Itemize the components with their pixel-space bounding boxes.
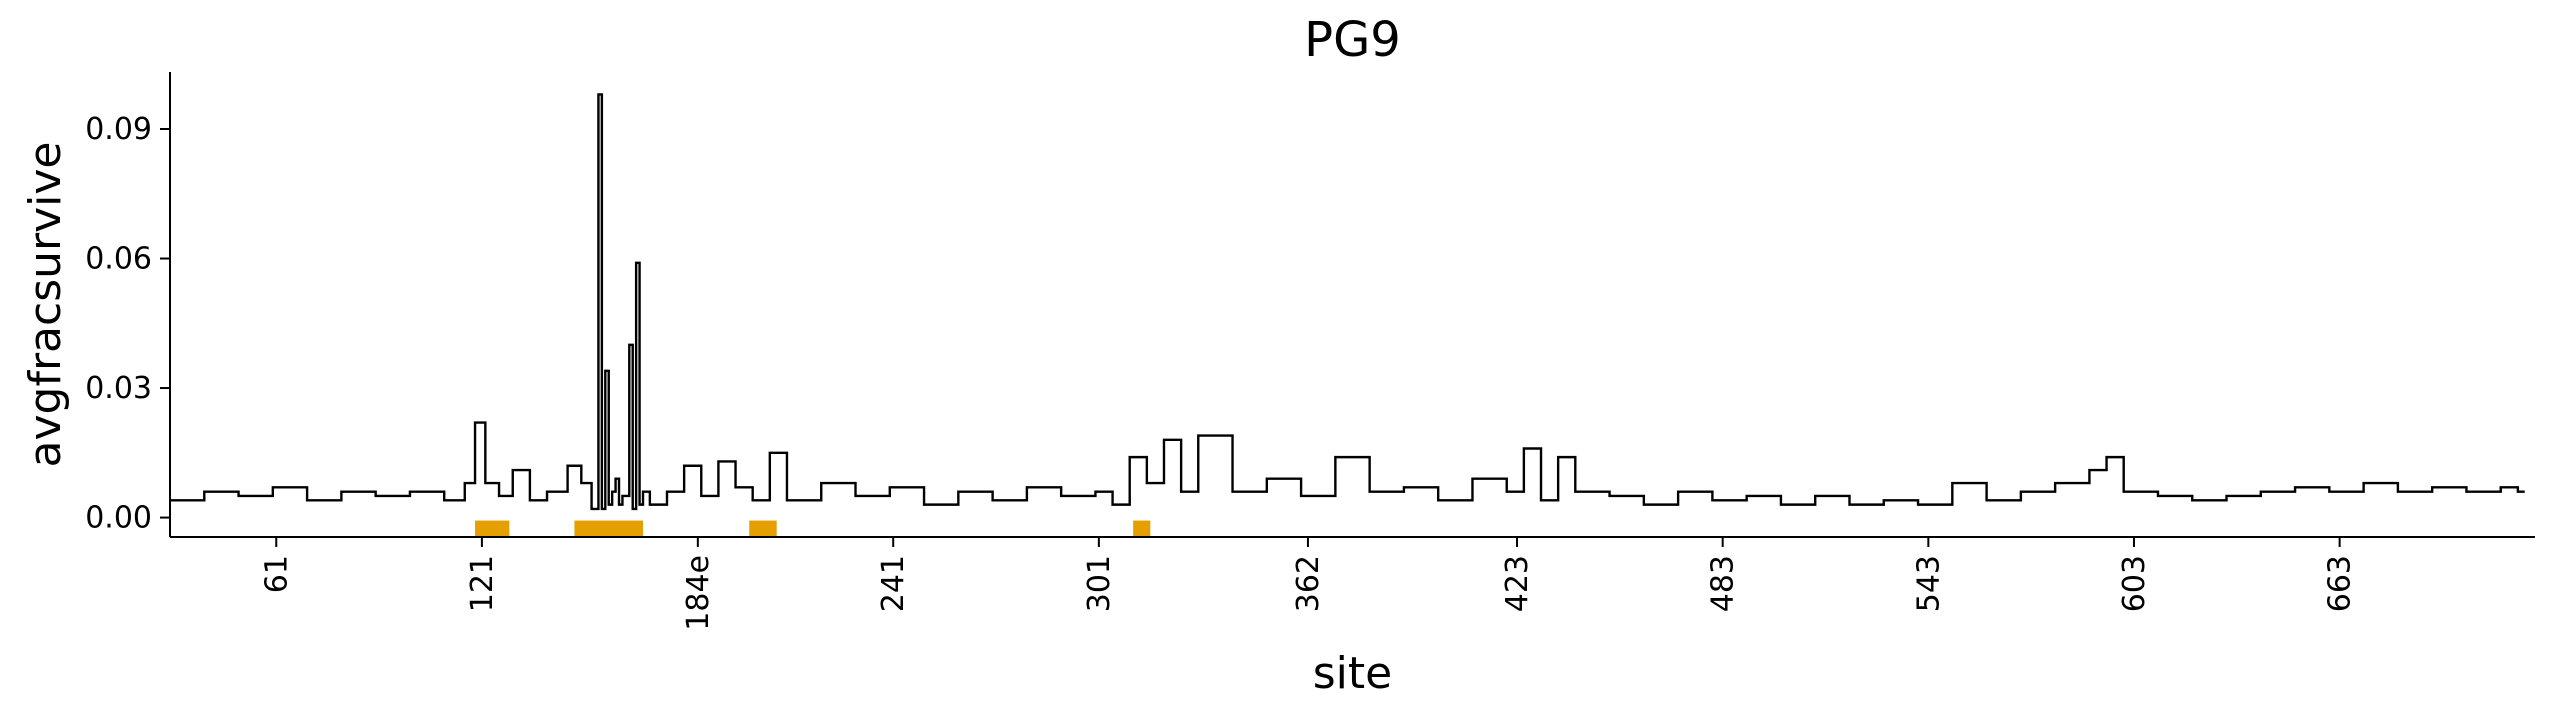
x-tick-label: 121 bbox=[465, 555, 500, 612]
y-tick-label: 0.09 bbox=[85, 112, 152, 147]
x-axis-title: site bbox=[1313, 648, 1392, 699]
highlight-region-3 bbox=[1133, 520, 1151, 537]
series-line bbox=[170, 93, 2525, 511]
highlight-region-1 bbox=[574, 520, 643, 537]
x-tick-label: 483 bbox=[1706, 555, 1741, 612]
x-tick-label: 61 bbox=[259, 555, 294, 593]
highlight-regions bbox=[475, 520, 1151, 537]
x-tick-label: 241 bbox=[876, 555, 911, 612]
x-tick-label: 362 bbox=[1291, 555, 1326, 612]
x-tick-label: 423 bbox=[1500, 555, 1535, 612]
x-axis-ticks: 61 121 184e 241 301 362 423 483 543 603 663 bbox=[259, 537, 2358, 631]
highlight-region-2 bbox=[749, 520, 777, 537]
y-tick-label: 0.00 bbox=[85, 501, 152, 536]
y-axis-ticks: 0.00 0.03 0.06 0.09 bbox=[85, 112, 170, 536]
y-tick-label: 0.06 bbox=[85, 242, 152, 277]
x-tick-label: 603 bbox=[2117, 555, 2152, 612]
x-tick-label: 184e bbox=[681, 555, 716, 631]
x-tick-label: 543 bbox=[1911, 555, 1946, 612]
highlight-region-0 bbox=[475, 520, 510, 537]
x-tick-label: 301 bbox=[1082, 555, 1117, 612]
chart-title: PG9 bbox=[1304, 12, 1401, 68]
x-tick-label: 663 bbox=[2323, 555, 2358, 612]
y-axis-title: avgfracsurvive bbox=[20, 142, 71, 468]
y-tick-label: 0.03 bbox=[85, 371, 152, 406]
